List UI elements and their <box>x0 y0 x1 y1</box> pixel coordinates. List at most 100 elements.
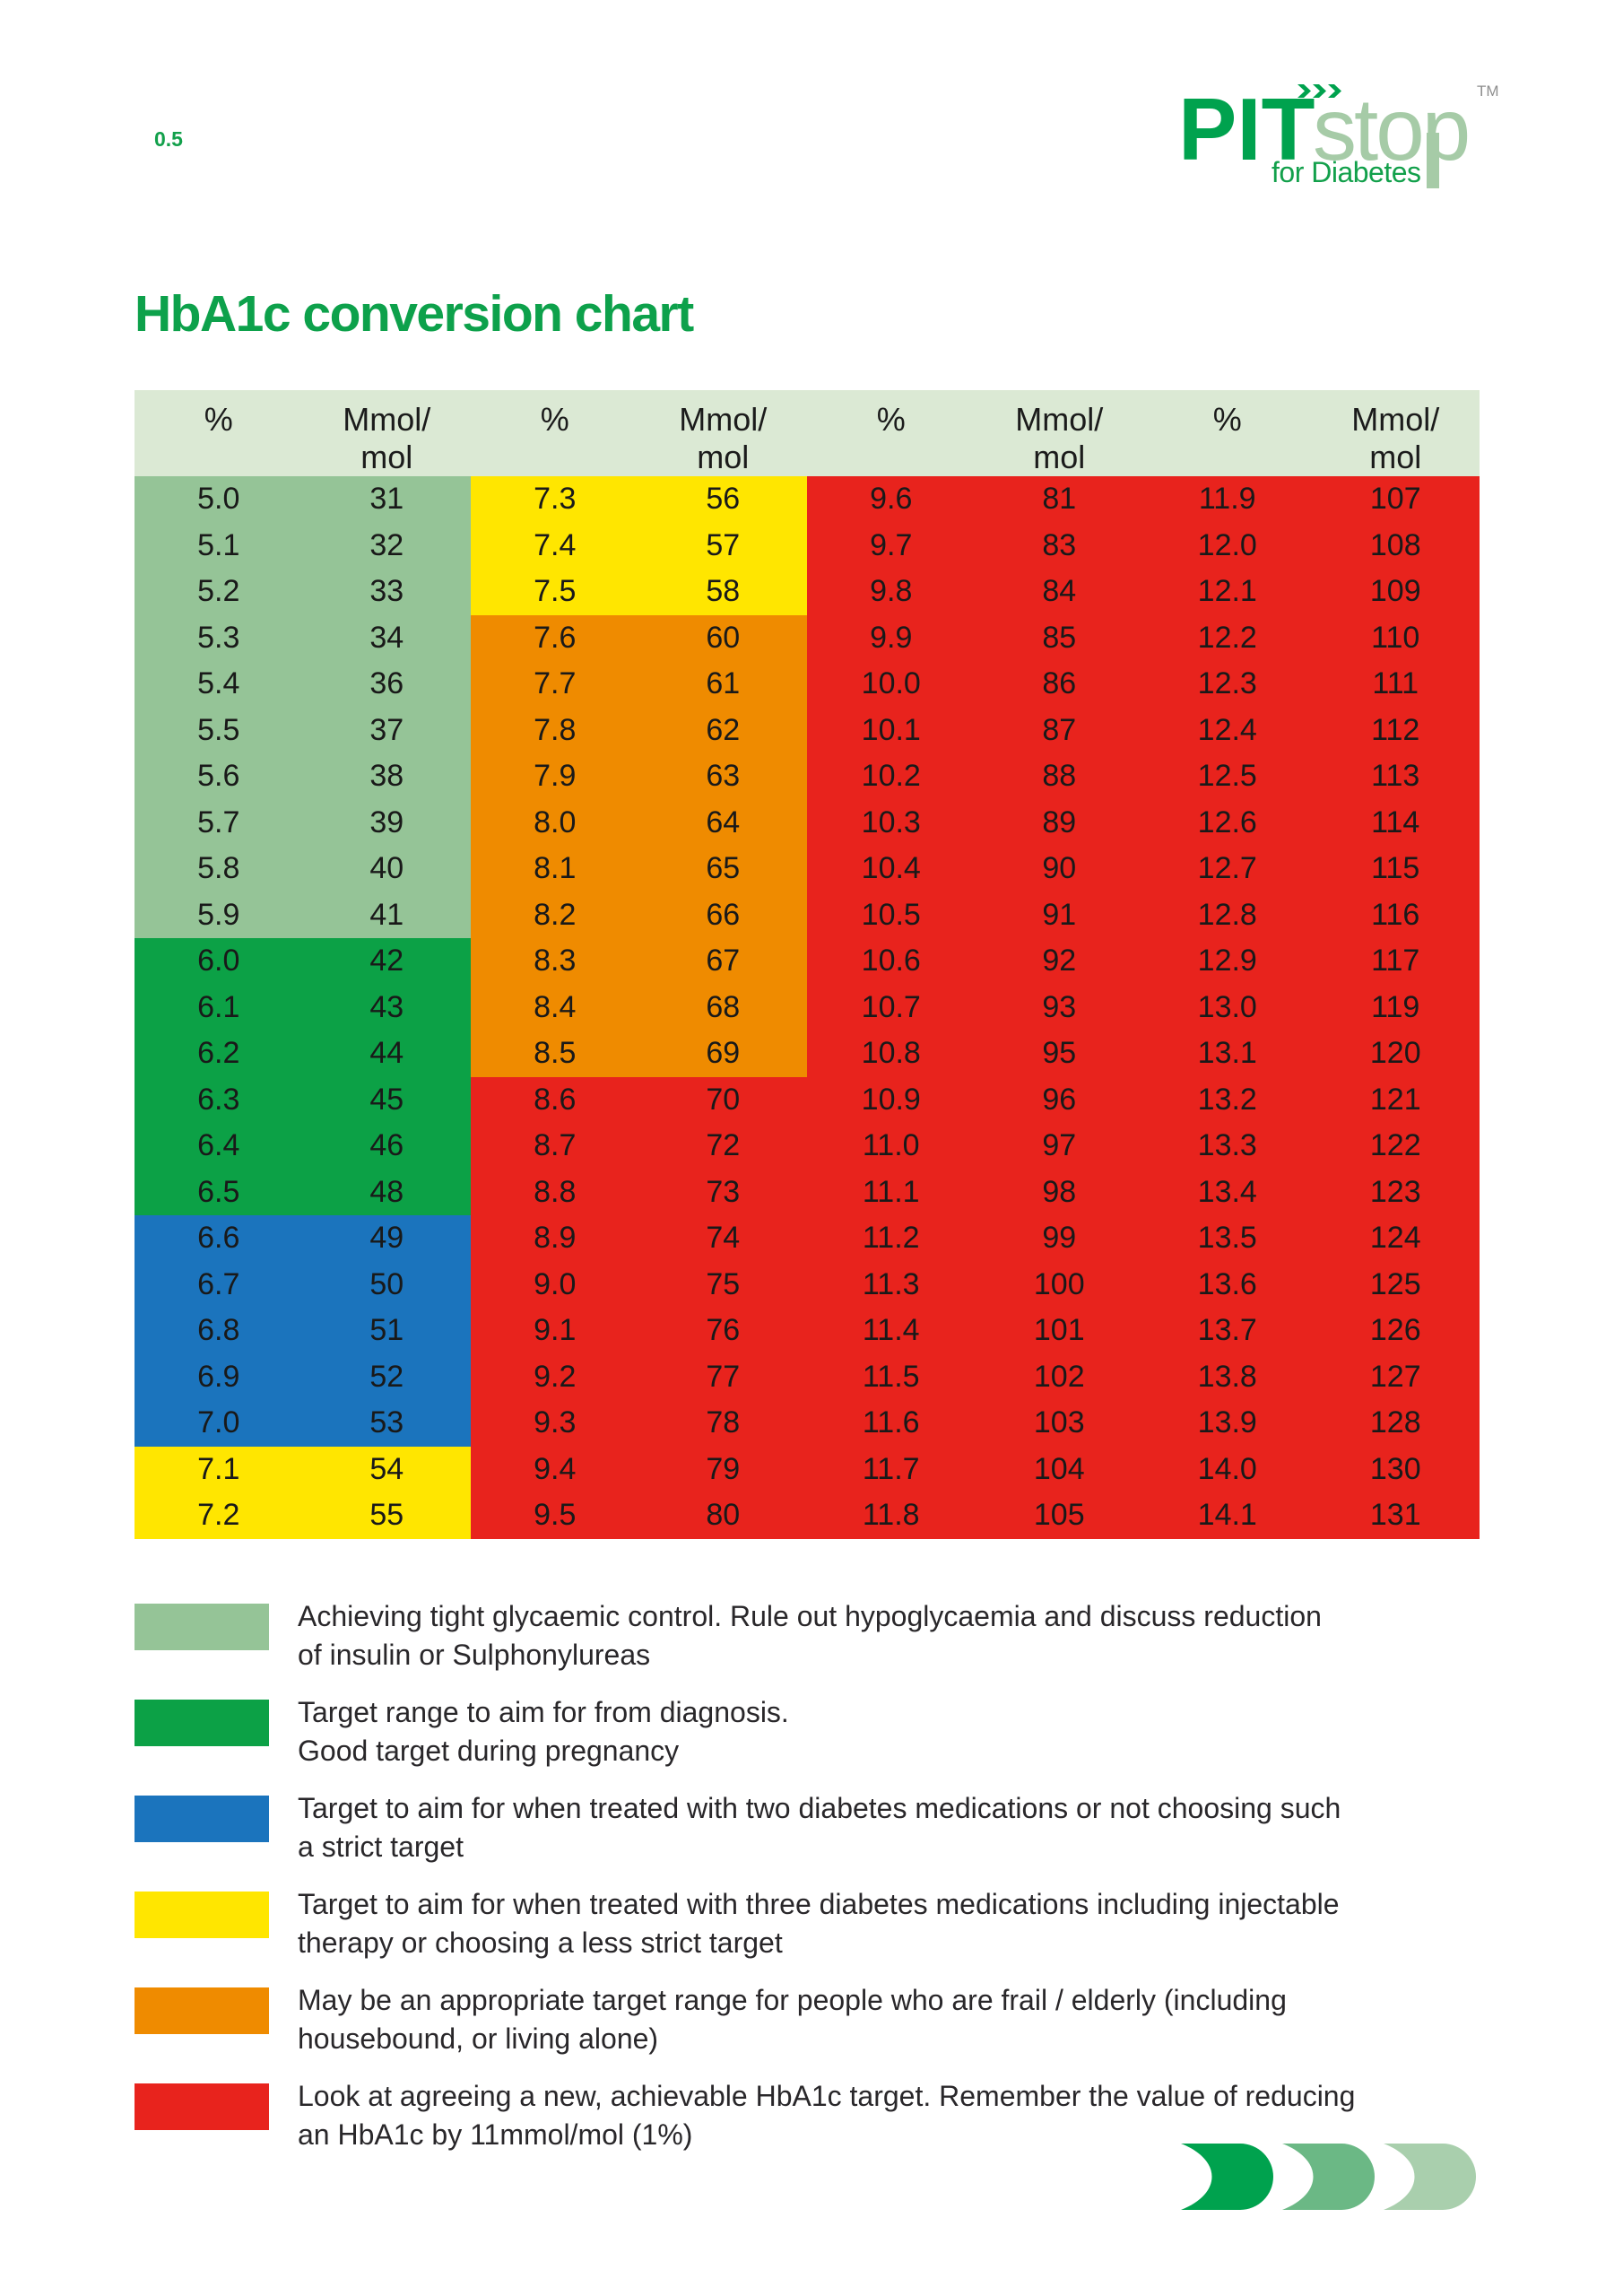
cell-pct: 11.8 <box>807 1492 976 1539</box>
legend-item-orange: May be an appropriate target range for p… <box>135 1984 1390 2065</box>
cell-mmol: 98 <box>975 1169 1143 1215</box>
cell-pct: 9.7 <box>807 522 976 569</box>
cell-mmol: 95 <box>975 1031 1143 1077</box>
cell-mmol: 127 <box>1311 1353 1480 1400</box>
cell-pct: 5.5 <box>135 707 303 753</box>
legend-text: Target to aim for when treated with thre… <box>298 1888 1340 1959</box>
cell-pct: 11.1 <box>807 1169 976 1215</box>
cell-pct: 8.1 <box>471 846 639 892</box>
cell-pct: 6.1 <box>135 984 303 1031</box>
legend-text: Achieving tight glycaemic control. Rule … <box>298 1600 1322 1671</box>
cell-mmol: 92 <box>975 938 1143 985</box>
legend-item-red: Look at agreeing a new, achievable HbA1c… <box>135 2080 1390 2161</box>
cell-pct: 10.6 <box>807 938 976 985</box>
cell-pct: 5.3 <box>135 614 303 661</box>
cell-pct: 10.4 <box>807 846 976 892</box>
cell-mmol: 34 <box>302 614 471 661</box>
cell-pct: 7.6 <box>471 614 639 661</box>
cell-mmol: 42 <box>302 938 471 985</box>
cell-pct: 11.7 <box>807 1446 976 1492</box>
cell-pct: 12.7 <box>1143 846 1312 892</box>
cell-pct: 6.9 <box>135 1353 303 1400</box>
cell-mmol: 70 <box>638 1076 807 1123</box>
legend-item-dark-green: Target range to aim for from diagnosis. G… <box>135 1696 1390 1777</box>
cell-mmol: 84 <box>975 569 1143 615</box>
cell-pct: 13.5 <box>1143 1215 1312 1262</box>
header-cell-pct: % <box>1143 390 1312 476</box>
legend-text: Target range to aim for from diagnosis. G… <box>298 1696 789 1767</box>
cell-mmol: 51 <box>302 1308 471 1354</box>
cell-mmol: 120 <box>1311 1031 1480 1077</box>
cell-pct: 5.0 <box>135 476 303 523</box>
legend-swatch-orange <box>135 1987 269 2034</box>
cell-pct: 13.9 <box>1143 1400 1312 1447</box>
cell-pct: 6.6 <box>135 1215 303 1262</box>
cell-pct: 7.0 <box>135 1400 303 1447</box>
pitstop-logo: PIT stop TM for Diabetes <box>1178 80 1499 188</box>
cell-mmol: 40 <box>302 846 471 892</box>
cell-pct: 7.1 <box>135 1446 303 1492</box>
cell-mmol: 121 <box>1311 1076 1480 1123</box>
cell-pct: 11.9 <box>1143 476 1312 523</box>
cell-pct: 12.1 <box>1143 569 1312 615</box>
cell-mmol: 62 <box>638 707 807 753</box>
legend-item-yellow: Target to aim for when treated with thre… <box>135 1888 1390 1969</box>
cell-pct: 7.8 <box>471 707 639 753</box>
cell-pct: 10.3 <box>807 799 976 846</box>
cell-pct: 5.7 <box>135 799 303 846</box>
cell-pct: 13.0 <box>1143 984 1312 1031</box>
cell-mmol: 117 <box>1311 938 1480 985</box>
cell-pct: 6.8 <box>135 1308 303 1354</box>
cell-mmol: 113 <box>1311 753 1480 800</box>
cell-mmol: 68 <box>638 984 807 1031</box>
cell-mmol: 91 <box>975 891 1143 938</box>
legend-swatch-red <box>135 2083 269 2130</box>
cell-pct: 8.4 <box>471 984 639 1031</box>
cell-pct: 7.2 <box>135 1492 303 1539</box>
page-title: HbA1c conversion chart <box>135 285 694 343</box>
cell-pct: 6.0 <box>135 938 303 985</box>
cell-pct: 10.0 <box>807 661 976 708</box>
header-cell-mmol: Mmol/mol <box>302 390 471 476</box>
cell-mmol: 74 <box>638 1215 807 1262</box>
cell-pct: 13.6 <box>1143 1261 1312 1308</box>
cell-pct: 9.3 <box>471 1400 639 1447</box>
swoosh-chevron-2 <box>1282 2144 1375 2210</box>
cell-pct: 13.4 <box>1143 1169 1312 1215</box>
cell-mmol: 61 <box>638 661 807 708</box>
cell-pct: 8.6 <box>471 1076 639 1123</box>
cell-mmol: 79 <box>638 1446 807 1492</box>
cell-pct: 12.6 <box>1143 799 1312 846</box>
logo-pit-text: PIT <box>1178 80 1315 178</box>
cell-pct: 14.0 <box>1143 1446 1312 1492</box>
cell-pct: 5.6 <box>135 753 303 800</box>
cell-mmol: 31 <box>302 476 471 523</box>
cell-mmol: 119 <box>1311 984 1480 1031</box>
cell-pct: 6.4 <box>135 1123 303 1170</box>
cell-mmol: 86 <box>975 661 1143 708</box>
cell-mmol: 80 <box>638 1492 807 1539</box>
cell-mmol: 75 <box>638 1261 807 1308</box>
cell-mmol: 32 <box>302 522 471 569</box>
cell-mmol: 73 <box>638 1169 807 1215</box>
cell-mmol: 50 <box>302 1261 471 1308</box>
header-cell-pct: % <box>807 390 976 476</box>
cell-mmol: 130 <box>1311 1446 1480 1492</box>
cell-pct: 6.2 <box>135 1031 303 1077</box>
cell-mmol: 88 <box>975 753 1143 800</box>
logo-chevrons-icon <box>1298 84 1341 98</box>
cell-mmol: 66 <box>638 891 807 938</box>
cell-mmol: 116 <box>1311 891 1480 938</box>
cell-pct: 13.3 <box>1143 1123 1312 1170</box>
cell-pct: 8.9 <box>471 1215 639 1262</box>
cell-pct: 8.2 <box>471 891 639 938</box>
cell-mmol: 128 <box>1311 1400 1480 1447</box>
cell-mmol: 52 <box>302 1353 471 1400</box>
cell-mmol: 76 <box>638 1308 807 1354</box>
cell-pct: 13.8 <box>1143 1353 1312 1400</box>
cell-mmol: 115 <box>1311 846 1480 892</box>
cell-mmol: 126 <box>1311 1308 1480 1354</box>
cell-mmol: 72 <box>638 1123 807 1170</box>
cell-pct: 13.1 <box>1143 1031 1312 1077</box>
header-cell-mmol: Mmol/mol <box>638 390 807 476</box>
